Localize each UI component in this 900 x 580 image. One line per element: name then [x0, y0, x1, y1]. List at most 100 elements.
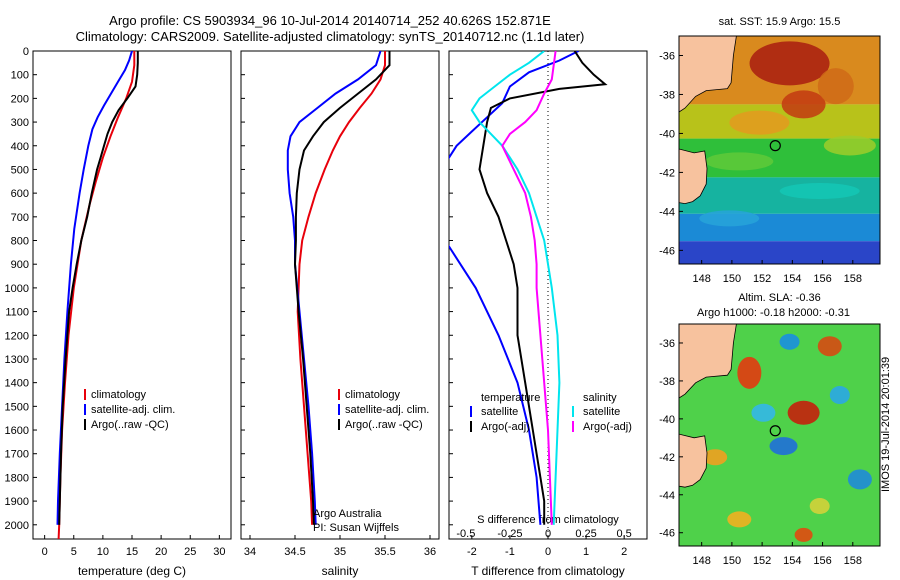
y-tick-label: 1100: [5, 307, 29, 319]
map-lon-tick-label: 150: [723, 555, 741, 567]
x-tick-label: 36: [424, 546, 436, 558]
map-title-sst: sat. SST: 15.9 Argo: 15.5: [719, 16, 841, 28]
map-lon-tick-label: 152: [753, 273, 771, 285]
australia-landmass: [679, 36, 737, 113]
map-lat-tick-label: -36: [659, 338, 675, 350]
map-lat-tick-label: -38: [659, 376, 675, 388]
sla-eddy: [794, 527, 813, 542]
map-lon-tick-label: 156: [813, 555, 831, 567]
sst-feature: [781, 90, 826, 119]
sla-eddy: [847, 469, 872, 490]
panel-salinity: 34 34.5 35 35.5 36 salinity climatology satelli…: [240, 50, 440, 578]
map-lat-tick-label: -44: [659, 206, 675, 218]
argo-position-marker: [769, 140, 781, 152]
chart-title-line-1: Argo profile: CS 5903934_96 10-Jul-2014 …: [109, 13, 551, 28]
y-tick-label: 500: [11, 164, 29, 176]
y-tick-label: 1300: [5, 354, 29, 366]
sst-feature: [699, 210, 760, 227]
legend-entry: satellite: [583, 406, 620, 418]
x-tick-label: 35: [334, 546, 346, 558]
map-lat-tick-label: -40: [659, 414, 675, 426]
map-lat-tick-label: -42: [659, 167, 675, 179]
y-tick-label: 1400: [5, 378, 29, 390]
x-tick-label: 30: [213, 546, 225, 558]
credit-line: PI: Susan Wijffels: [313, 522, 399, 534]
map-lat-tick-label: -46: [659, 528, 675, 540]
panel-difference: -2 -1 0 1 2 T difference from climatology S di…: [448, 50, 648, 578]
y-tick-label: 2000: [5, 520, 29, 532]
panel-frame-salinity: [240, 50, 440, 540]
map-lon-tick-label: 148: [692, 555, 710, 567]
y-tick-label: 600: [11, 188, 29, 200]
x-tick-label: 5: [71, 546, 77, 558]
legend-entry: climatology: [91, 389, 147, 401]
x-axis-label-temperature: temperature (deg C): [78, 564, 186, 578]
y-tick-label: 1900: [5, 496, 29, 508]
credit-line: Argo Australia: [313, 508, 382, 520]
argo-position-marker: [769, 425, 781, 437]
x-tick-label: 10: [97, 546, 109, 558]
x-tick-label: 0: [42, 546, 48, 558]
sst-feature: [779, 183, 860, 200]
map-field: [679, 36, 880, 264]
legend-entry: climatology: [345, 389, 401, 401]
sst-band: [679, 241, 880, 264]
sla-eddy: [829, 386, 850, 405]
legend-entry: satellite: [481, 406, 518, 418]
map-sla: 148 150 152 154 156 158 -36 -38 -40 -42 -44 -46 Alti…: [659, 292, 881, 567]
sla-eddy: [787, 400, 820, 425]
x-tick-label: 1: [583, 546, 589, 558]
y-tick-label: 1800: [5, 472, 29, 484]
map-field: [679, 324, 880, 546]
map-lat-tick-label: -44: [659, 490, 675, 502]
map-frame: [678, 35, 881, 265]
x-axis-label-salinity: salinity: [322, 564, 359, 578]
series-argo-raw-qc-: [293, 51, 391, 525]
x-tick-label: 35.5: [374, 546, 395, 558]
sla-eddy: [703, 449, 728, 466]
sla-eddy: [769, 437, 798, 456]
series-climatology: [296, 51, 386, 525]
legend-entry: Argo(..raw -QC): [91, 419, 169, 431]
x-tick-label: 0: [545, 546, 551, 558]
y-tick-label: 0: [23, 46, 29, 58]
x-tick-label: 2: [621, 546, 627, 558]
sst-feature: [823, 135, 876, 156]
x-tick-label: 34: [244, 546, 256, 558]
map-lat-tick-label: -40: [659, 128, 675, 140]
y-tick-label: 200: [11, 93, 29, 105]
y-tick-label: 300: [11, 117, 29, 129]
sst-feature: [729, 110, 790, 135]
map-lon-tick-label: 156: [813, 273, 831, 285]
series-argo-raw-qc-: [58, 51, 139, 525]
map-lat-tick-label: -42: [659, 452, 675, 464]
legend-heading-temperature: temperature: [481, 392, 540, 404]
y-tick-label: 100: [11, 70, 29, 82]
y-tick-label: 700: [11, 212, 29, 224]
panel-frame-temperature: [32, 50, 232, 540]
sla-eddy: [751, 403, 776, 422]
map-lon-tick-label: 154: [783, 555, 801, 567]
tasmania-landmass: [679, 433, 708, 488]
x-tick-label: 15: [126, 546, 138, 558]
series-t-satellite: [449, 51, 579, 525]
sst-feature: [749, 41, 830, 86]
legend-entry: satellite-adj. clim.: [91, 404, 175, 416]
series-s-satellite: [470, 51, 561, 525]
x-tick-label: 34.5: [284, 546, 305, 558]
sst-feature: [705, 152, 774, 171]
x-tick-label: 25: [184, 546, 196, 558]
y-tick-label: 1700: [5, 449, 29, 461]
salinity-diff-tick-label: -0.25: [497, 528, 522, 540]
x-axis-label-difference: T difference from climatology: [471, 564, 625, 578]
x-tick-label: 20: [155, 546, 167, 558]
tasmania-landmass: [679, 148, 708, 205]
panel-temperature: 0 5 10 15 20 25 30 temperature (deg C) 0 100 200 30…: [5, 46, 232, 578]
map-lat-tick-label: -46: [659, 245, 675, 257]
sla-eddy: [809, 498, 830, 515]
series-s-argo-adj-: [501, 51, 557, 525]
y-tick-label: 400: [11, 141, 29, 153]
sla-eddy: [817, 336, 842, 357]
map-lon-tick-label: 148: [692, 273, 710, 285]
